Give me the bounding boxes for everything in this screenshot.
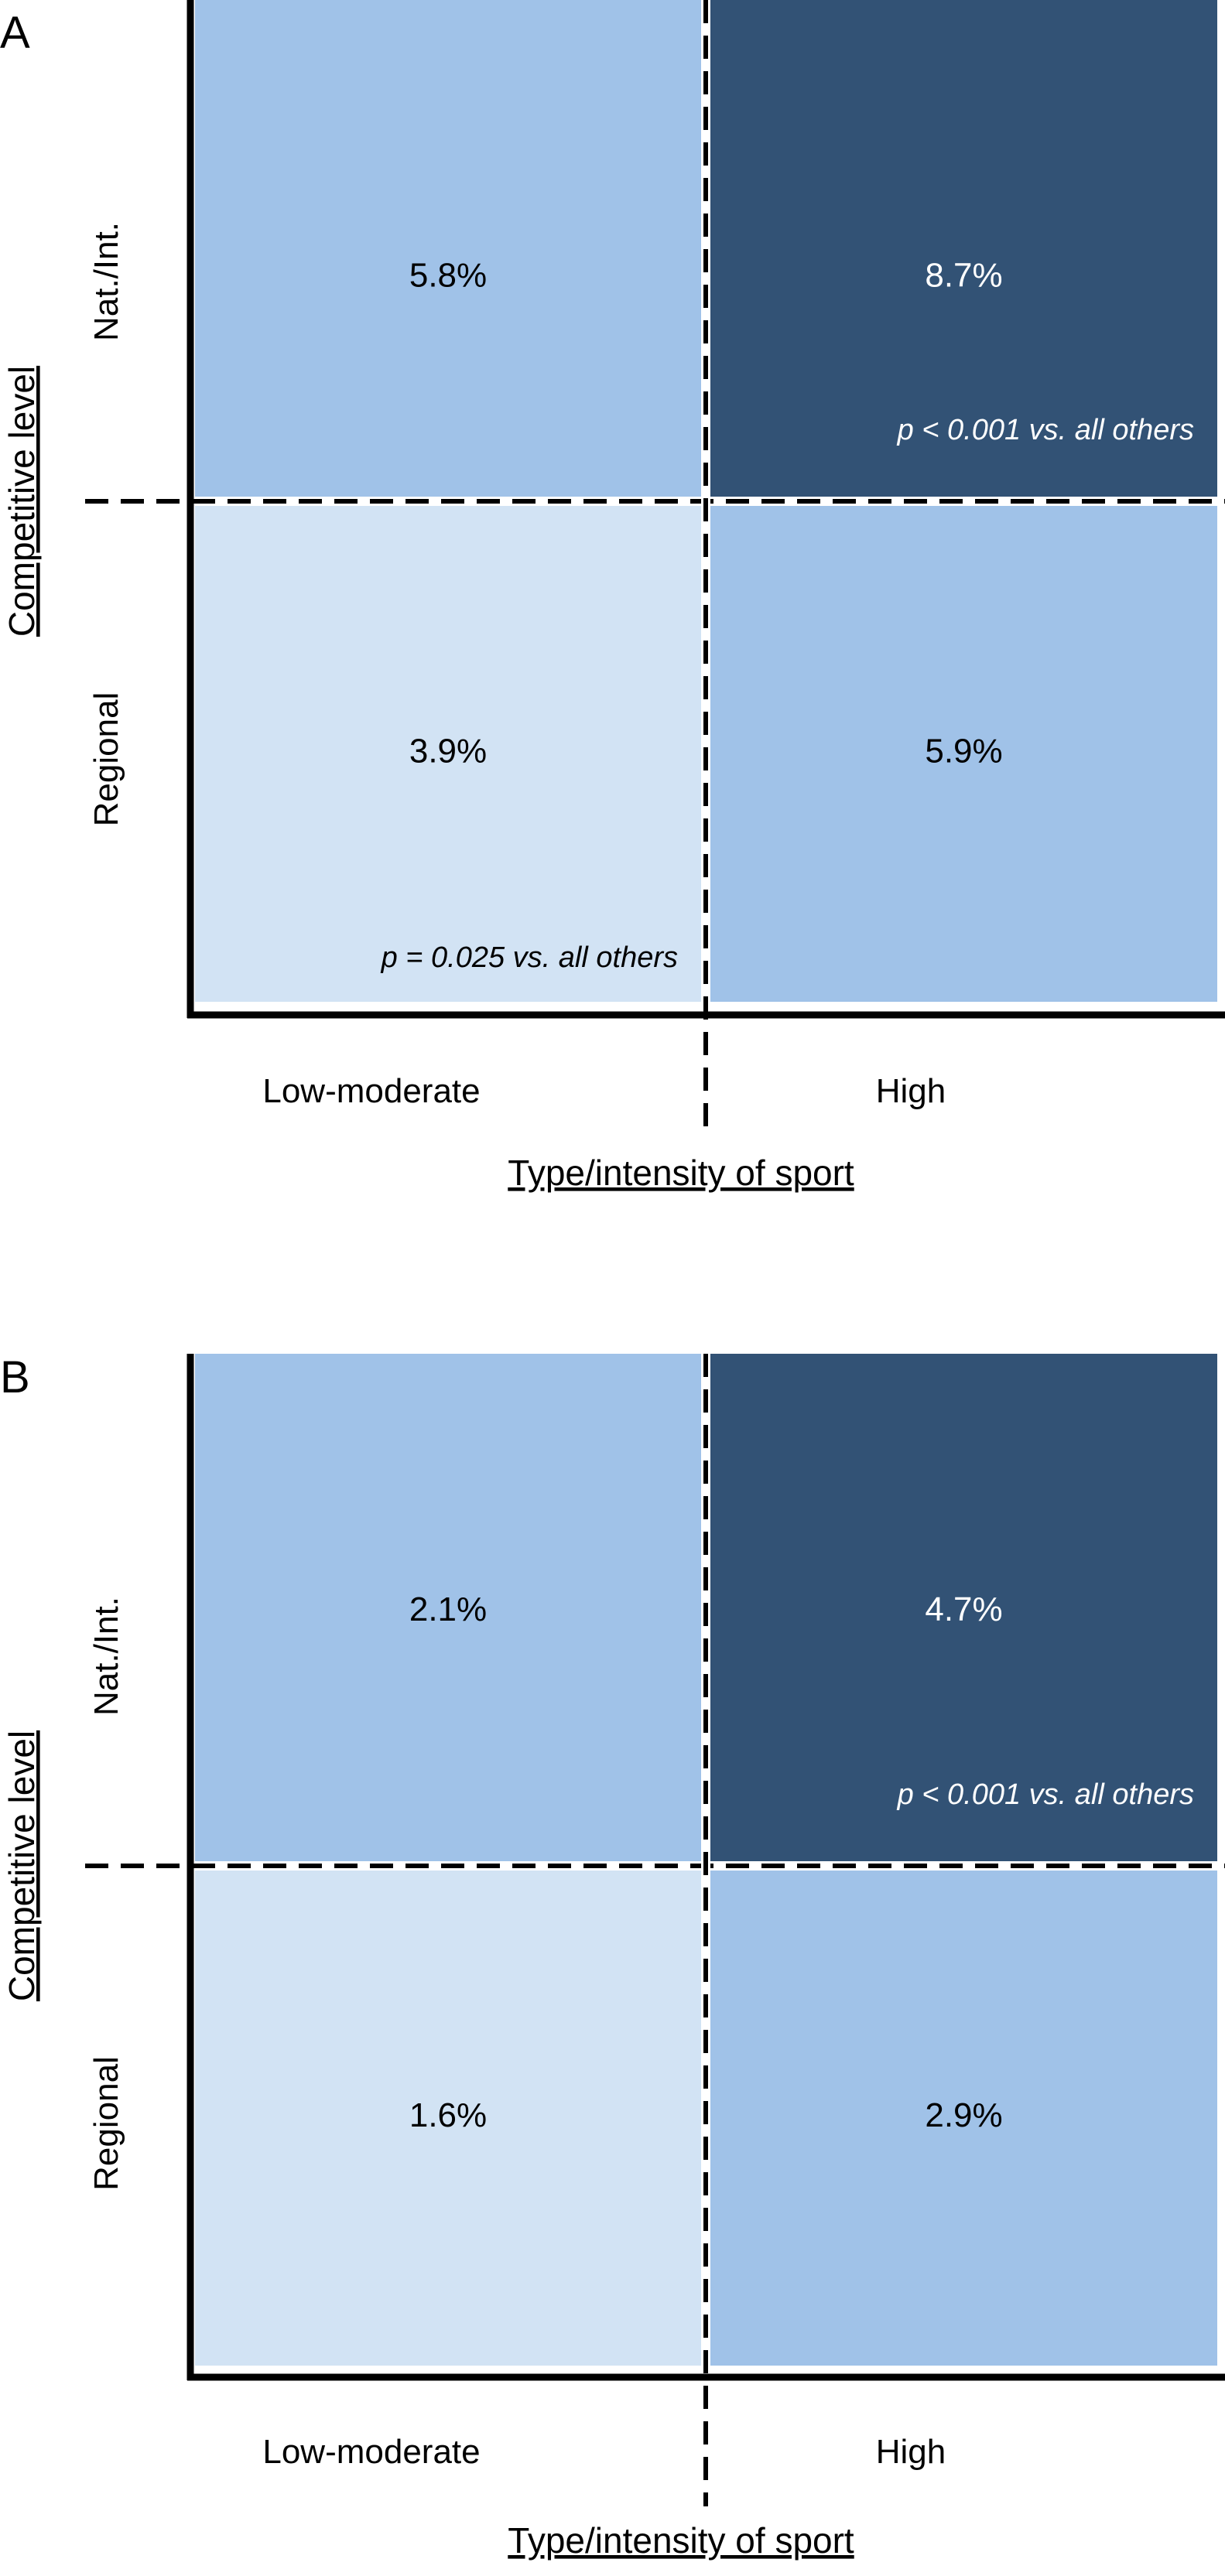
x-tick-label: High — [876, 2433, 946, 2471]
cell-value-label: 2.1% — [409, 1590, 487, 1628]
y-tick-label: Nat./Int. — [87, 1597, 125, 1716]
y-tick-label: Regional — [87, 2056, 125, 2191]
cell-value-label: 5.8% — [409, 256, 487, 294]
significance-note: p < 0.001 vs. all others — [897, 1778, 1194, 1811]
heatmap-cell — [195, 1354, 701, 1861]
cell-value-label: 5.9% — [925, 733, 1002, 770]
x-tick-label: Low-moderate — [262, 1072, 480, 1110]
x-tick-label: Low-moderate — [262, 2433, 480, 2471]
heatmap-cell — [195, 1871, 701, 2366]
x-axis-title: Type/intensity of sport — [508, 2520, 854, 2561]
y-axis-title: Competitive level — [2, 366, 42, 637]
heatmap-cell — [195, 506, 701, 1002]
cell-value-label: 2.9% — [925, 2096, 1002, 2134]
significance-note: p < 0.001 vs. all others — [897, 414, 1194, 446]
x-tick-label: High — [876, 1072, 946, 1110]
panel-a: 5.8% 8.7% p < 0.001 vs. all others 3.9% p = … — [0, 0, 1225, 1193]
x-axis-title: Type/intensity of sport — [508, 1153, 854, 1193]
heatmap-cell — [710, 0, 1217, 497]
panel-label: B — [0, 1352, 30, 1402]
heatmap-cell — [710, 1354, 1217, 1861]
cell-value-label: 1.6% — [409, 2096, 487, 2134]
heatmap-cell — [710, 506, 1217, 1002]
heatmap-cell — [710, 1871, 1217, 2366]
cell-value-label: 4.7% — [925, 1590, 1002, 1628]
panel-label: A — [0, 8, 30, 58]
y-axis-title: Competitive level — [2, 1730, 42, 2001]
heatmap-cell — [195, 0, 701, 497]
significance-note: p = 0.025 vs. all others — [381, 941, 678, 974]
cell-value-label: 3.9% — [409, 733, 487, 770]
y-tick-label: Regional — [87, 692, 125, 827]
panel-b: 2.1% 4.7% p < 0.001 vs. all others 1.6% 2.9%… — [0, 1352, 1225, 2561]
y-tick-label: Nat./Int. — [87, 222, 125, 341]
cell-value-label: 8.7% — [925, 256, 1002, 294]
